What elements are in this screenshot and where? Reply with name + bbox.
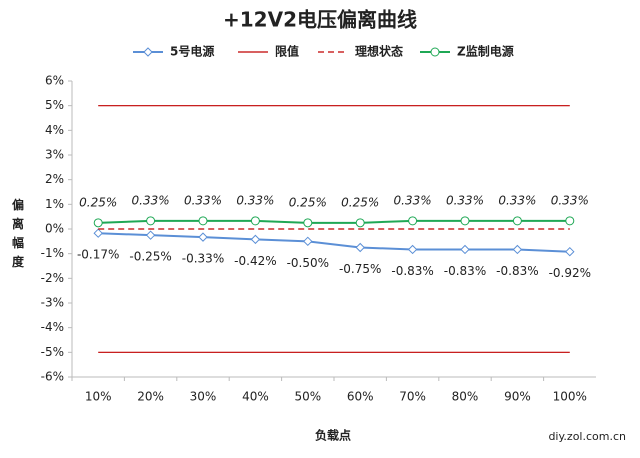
x-tick-label: 30% <box>190 390 217 404</box>
y-tick-label: -2% <box>41 271 64 285</box>
legend-label: 限值 <box>275 44 299 59</box>
x-tick-label: 70% <box>399 390 426 404</box>
data-point <box>250 216 260 226</box>
y-tick-label: 1% <box>45 197 64 211</box>
data-label: -0.83% <box>496 264 538 278</box>
data-label: 0.33% <box>551 193 589 207</box>
y-tick-label: 2% <box>45 172 64 186</box>
data-point <box>93 228 103 238</box>
data-point <box>250 234 261 245</box>
data-label: 0.25% <box>79 195 117 209</box>
data-label: 0.25% <box>289 195 327 209</box>
x-tick-label: 100% <box>553 390 587 404</box>
legend-label: 5号电源 <box>170 44 214 59</box>
data-point <box>565 216 575 226</box>
x-tick-label: 50% <box>294 390 321 404</box>
data-label: -0.25% <box>129 250 171 264</box>
data-label: 0.33% <box>446 193 484 207</box>
y-tick-label: 3% <box>45 148 64 162</box>
data-label: 0.33% <box>498 193 536 207</box>
x-tick-label: 20% <box>137 390 164 404</box>
legend-label: 理想状态 <box>355 44 403 59</box>
y-tick-label: -1% <box>41 246 64 260</box>
chart-title: +12V2电压偏离曲线 <box>223 8 417 32</box>
data-point <box>355 218 365 228</box>
data-label: 0.33% <box>184 193 222 207</box>
data-point <box>407 244 418 255</box>
data-point <box>145 230 156 240</box>
data-label: 0.33% <box>236 193 274 207</box>
data-label: -0.17% <box>77 248 119 262</box>
data-label: 0.33% <box>394 193 432 207</box>
data-label: -0.42% <box>234 254 276 268</box>
y-tick-label: -4% <box>41 320 64 334</box>
y-tick-label: 0% <box>45 222 64 236</box>
y-tick-label: -5% <box>41 345 64 359</box>
series-line <box>98 232 570 253</box>
data-label: -0.83% <box>444 264 486 278</box>
x-tick-label: 60% <box>347 390 374 404</box>
data-point <box>198 232 208 242</box>
legend-marker <box>430 47 440 57</box>
data-label: -0.83% <box>391 264 433 278</box>
legend-label: Z监制电源 <box>457 44 514 59</box>
x-tick-label: 90% <box>504 390 531 404</box>
data-point <box>355 242 365 253</box>
data-point <box>303 236 313 247</box>
data-point <box>460 216 470 226</box>
series-line <box>98 219 570 224</box>
data-point <box>303 218 313 228</box>
data-point <box>460 244 470 255</box>
data-point <box>93 218 103 228</box>
y-tick-label: -6% <box>41 370 64 384</box>
x-tick-label: 10% <box>85 390 112 404</box>
y-tick-label: 4% <box>45 123 64 137</box>
data-label: -0.75% <box>339 262 381 276</box>
y-tick-label: -3% <box>41 296 64 310</box>
data-point <box>565 246 575 257</box>
data-label: 0.25% <box>341 195 379 209</box>
y-tick-label: 6% <box>45 74 64 88</box>
x-tick-label: 80% <box>452 390 479 404</box>
y-tick-label: 5% <box>45 98 64 112</box>
x-tick-label: 40% <box>242 390 269 404</box>
data-point <box>512 244 523 255</box>
data-label: -0.50% <box>287 256 329 270</box>
legend-marker <box>143 47 153 57</box>
watermark: diy.zol.com.cn <box>548 430 626 443</box>
y-axis-label-text: 偏离幅度 <box>12 197 25 269</box>
x-axis-label: 负载点 <box>315 428 351 443</box>
data-point <box>512 216 522 226</box>
y-axis-label: 偏离幅度 <box>12 197 25 269</box>
data-point <box>408 216 418 226</box>
data-point <box>198 216 208 226</box>
data-label: -0.92% <box>549 266 591 280</box>
data-label: -0.33% <box>182 252 224 266</box>
data-label: 0.33% <box>132 193 170 207</box>
data-point <box>146 216 156 226</box>
